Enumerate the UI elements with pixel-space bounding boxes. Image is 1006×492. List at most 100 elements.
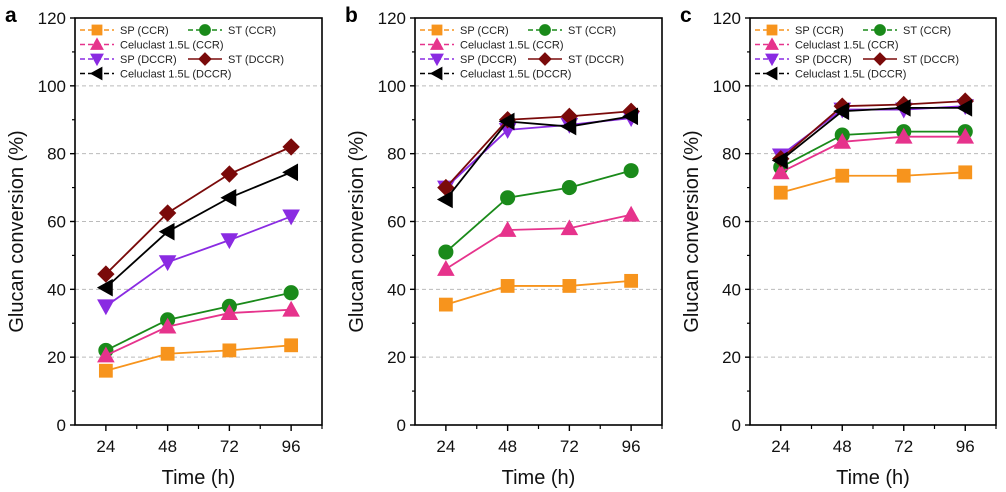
- data-point: [222, 343, 237, 358]
- legend-marker: [430, 37, 444, 50]
- panel-a: 0 20 40 60 80 100 120 24 48 72 96 Time (h) Glucan co…: [5, 4, 323, 489]
- series-sp-ccr-: [438, 273, 639, 312]
- legend-marker: [91, 24, 103, 36]
- data-point: [500, 279, 515, 293]
- x-tick-label: 72: [560, 437, 579, 456]
- legend-label: ST (CCR): [903, 25, 951, 37]
- series-line: [780, 100, 966, 160]
- data-point: [96, 278, 113, 297]
- x-tick-label: 96: [956, 437, 975, 456]
- y-tick-label: 60: [47, 213, 66, 232]
- legend-marker: [89, 66, 103, 81]
- y-axis-label: Glucan conversion (%): [6, 130, 28, 332]
- series-line: [105, 146, 292, 275]
- data-point: [282, 138, 300, 156]
- panel-label: a: [5, 4, 17, 27]
- y-tick-label: 60: [387, 213, 406, 232]
- legend: SP (CCR) ST (CCR) Celuclast 1.5L (CCR) SP (…: [755, 24, 959, 81]
- data-point: [220, 304, 239, 320]
- legend-label: ST (DCCR): [903, 54, 959, 66]
- data-point: [622, 205, 640, 222]
- panel-label: c: [680, 4, 692, 27]
- data-point: [894, 99, 911, 117]
- y-tick-label: 0: [57, 416, 66, 435]
- x-tick-label: 96: [282, 437, 301, 456]
- legend-label: SP (CCR): [120, 25, 169, 37]
- data-point: [160, 346, 175, 361]
- data-point: [896, 168, 911, 183]
- x-tick-label: 72: [894, 437, 913, 456]
- x-tick-label: 96: [622, 437, 641, 456]
- series-st-dccr-: [437, 102, 640, 197]
- legend-label: Celuclast 1.5L (CCR): [460, 40, 564, 52]
- data-point: [771, 151, 788, 170]
- y-tick-label: 120: [378, 9, 406, 28]
- series-celuclast-1-5l-dccr-: [96, 163, 299, 297]
- y-tick-label: 60: [722, 213, 741, 232]
- legend: SP (CCR) ST (CCR) Celuclast 1.5L (CCR) SP (…: [420, 24, 624, 81]
- legend-marker: [539, 24, 551, 36]
- data-point: [283, 285, 299, 301]
- legend-marker: [873, 52, 887, 66]
- y-tick-label: 80: [387, 145, 406, 164]
- series-line: [105, 171, 292, 289]
- data-point: [438, 244, 454, 260]
- y-tick-label: 100: [38, 77, 66, 96]
- legend-label: ST (CCR): [568, 25, 616, 37]
- y-tick-label: 40: [47, 280, 66, 299]
- x-axis-label: Time (h): [162, 467, 236, 489]
- series-line: [445, 213, 632, 270]
- series-st-ccr-: [773, 124, 973, 175]
- data-point: [835, 168, 850, 183]
- legend-marker: [430, 53, 444, 67]
- legend-marker: [874, 24, 886, 36]
- y-axis-label: Glucan conversion (%): [681, 130, 703, 332]
- legend-label: SP (DCCR): [795, 54, 852, 66]
- series-st-ccr-: [438, 163, 639, 260]
- x-axis-label: Time (h): [836, 467, 910, 489]
- y-tick-label: 20: [387, 348, 406, 367]
- series-celuclast-1-5l-ccr-: [97, 300, 300, 363]
- data-point: [158, 317, 177, 334]
- data-point: [284, 338, 299, 353]
- series-line: [780, 171, 966, 194]
- legend-label: SP (CCR): [460, 25, 509, 37]
- data-point: [771, 163, 790, 180]
- legend-marker: [199, 24, 211, 36]
- x-tick-label: 24: [771, 437, 790, 456]
- series-celuclast-1-5l-ccr-: [771, 127, 975, 180]
- data-point: [220, 188, 237, 207]
- data-point: [561, 180, 577, 196]
- legend-marker: [90, 53, 104, 67]
- data-point: [282, 163, 299, 182]
- y-axis-label: Glucan conversion (%): [346, 130, 368, 332]
- data-point: [833, 132, 852, 149]
- legend-label: SP (CCR): [795, 25, 844, 37]
- legend-marker: [766, 24, 778, 36]
- data-point: [97, 346, 115, 363]
- data-point: [158, 222, 175, 241]
- x-tick-label: 48: [158, 437, 177, 456]
- y-tick-label: 0: [397, 416, 406, 435]
- data-point: [560, 117, 577, 136]
- y-tick-label: 20: [722, 348, 741, 367]
- data-point: [562, 279, 577, 293]
- legend: SP (CCR) ST (CCR) Celuclast 1.5L (CCR) SP (…: [80, 24, 284, 81]
- data-point: [956, 99, 973, 117]
- data-point: [894, 127, 913, 144]
- y-tick-label: 120: [38, 9, 66, 28]
- x-tick-label: 48: [833, 437, 852, 456]
- legend-marker: [764, 66, 778, 81]
- panel-b: 0 20 40 60 80 100 120 24 48 72 96 Time (h) Glucan co…: [345, 4, 663, 489]
- data-point: [498, 112, 515, 131]
- legend-marker: [198, 52, 212, 66]
- x-tick-label: 24: [436, 437, 455, 456]
- legend-label: ST (CCR): [228, 25, 276, 37]
- x-tick-label: 72: [220, 437, 239, 456]
- series-st-dccr-: [97, 138, 300, 283]
- series-celuclast-1-5l-dccr-: [771, 99, 973, 170]
- legend-marker: [765, 37, 779, 50]
- y-tick-label: 40: [722, 280, 741, 299]
- series-line: [445, 115, 632, 201]
- panel-c: 0 20 40 60 80 100 120 24 48 72 96 Time (h) Glucan co…: [680, 4, 997, 489]
